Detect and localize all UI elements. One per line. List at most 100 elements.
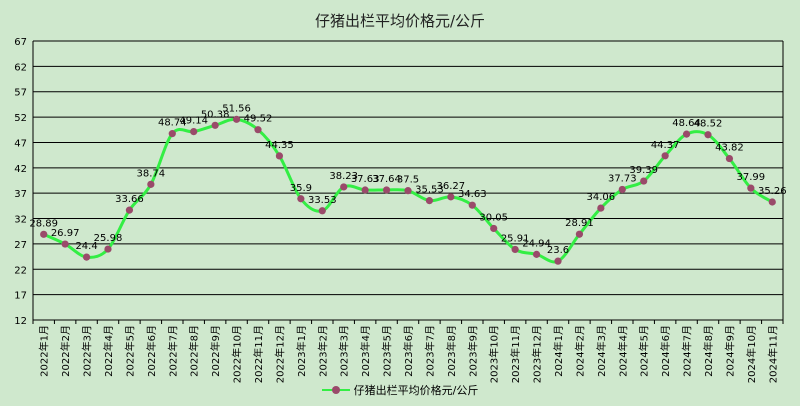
data-point: [232, 115, 241, 123]
data-point: [511, 245, 519, 254]
data-point: [382, 186, 391, 194]
x-tick-label: 2023年7月: [423, 325, 436, 377]
x-tick-label: 2022年2月: [59, 325, 72, 377]
data-label: 35.9: [290, 183, 312, 194]
data-point: [61, 240, 69, 248]
data-point: [318, 207, 326, 215]
y-tick-label: 12: [14, 316, 27, 327]
data-point: [190, 127, 198, 136]
x-tick-label: 2023年9月: [466, 325, 479, 377]
data-label: 25.98: [94, 233, 123, 244]
data-label: 35.26: [758, 186, 787, 197]
y-tick-label: 57: [14, 88, 27, 99]
data-label: 33.53: [308, 195, 337, 206]
x-tick-label: 2024年11月: [766, 325, 779, 383]
data-point: [532, 250, 541, 258]
data-point: [704, 131, 712, 139]
data-label: 34.06: [587, 192, 616, 203]
data-label: 37.73: [608, 173, 637, 184]
data-point: [768, 198, 776, 206]
x-tick-label: 2022年12月: [273, 325, 286, 383]
data-point: [425, 197, 434, 205]
x-tick-label: 2024年8月: [702, 325, 715, 377]
data-point: [404, 187, 412, 195]
data-point: [468, 201, 476, 209]
data-label: 44.35: [265, 140, 294, 151]
x-tick-label: 2023年8月: [445, 325, 458, 377]
x-tick-label: 2024年4月: [616, 325, 629, 377]
x-tick-label: 2022年4月: [102, 325, 115, 377]
data-label: 50.38: [201, 109, 230, 120]
x-tick-label: 2022年11月: [252, 325, 265, 383]
data-label: 48.74: [158, 118, 187, 129]
data-label: 26.97: [51, 228, 80, 239]
y-tick-label: 47: [14, 138, 27, 149]
data-point: [168, 130, 176, 138]
x-tick-label: 2024年2月: [573, 325, 586, 377]
data-label: 44.37: [651, 140, 680, 151]
data-label: 36.27: [437, 181, 466, 192]
data-point: [361, 186, 369, 194]
chart-title: 仔猪出栏平均价格元/公斤: [314, 12, 486, 30]
data-label: 51.56: [222, 103, 251, 114]
x-tick-label: 2024年6月: [659, 325, 672, 377]
y-tick-label: 62: [14, 62, 27, 73]
data-label: 28.91: [565, 218, 594, 229]
y-tick-label: 37: [14, 189, 27, 200]
x-tick-label: 2023年11月: [509, 325, 522, 383]
data-point: [275, 152, 284, 160]
data-label: 24.94: [522, 238, 551, 249]
data-label: 25.91: [501, 233, 530, 244]
data-point: [340, 183, 348, 191]
data-point: [575, 230, 584, 238]
x-tick-label: 2023年3月: [338, 325, 351, 377]
data-label: 37.99: [737, 172, 766, 183]
data-point: [40, 230, 48, 238]
x-tick-label: 2024年1月: [552, 325, 565, 377]
x-tick-label: 2023年1月: [295, 325, 308, 377]
x-tick-label: 2023年10月: [488, 325, 501, 383]
x-tick-label: 2022年9月: [209, 325, 222, 377]
data-label: 48.64: [672, 118, 701, 129]
x-tick-label: 2024年5月: [638, 325, 651, 377]
data-point: [125, 206, 134, 214]
x-tick-label: 2023年4月: [359, 325, 372, 377]
data-point: [104, 245, 112, 253]
data-label: 37.64: [372, 174, 401, 185]
y-tick-label: 52: [14, 113, 27, 124]
data-label: 34.63: [458, 189, 487, 200]
x-tick-label: 2022年7月: [166, 325, 179, 377]
x-tick-label: 2022年5月: [123, 325, 136, 377]
data-label: 37.63: [351, 174, 380, 185]
data-point: [682, 130, 691, 138]
data-label: 38.23: [329, 171, 358, 182]
data-point: [254, 126, 262, 134]
y-tick-label: 22: [14, 265, 27, 276]
data-label: 23.6: [547, 245, 569, 256]
data-point: [640, 177, 648, 185]
y-tick-label: 42: [14, 164, 27, 175]
data-point: [297, 195, 305, 203]
data-point: [747, 184, 755, 192]
data-label: 37.5: [397, 175, 419, 186]
data-label: 35.53: [415, 185, 444, 196]
data-point: [447, 193, 455, 201]
data-point: [597, 204, 605, 212]
data-label: 33.66: [115, 194, 144, 205]
x-tick-label: 2024年3月: [595, 325, 608, 377]
x-tick-label: 2023年2月: [316, 325, 329, 377]
x-tick-label: 2022年8月: [188, 325, 201, 377]
data-label: 49.14: [179, 116, 208, 127]
data-label: 48.52: [694, 119, 723, 130]
data-point: [490, 224, 498, 233]
data-point: [554, 257, 562, 265]
data-label: 28.89: [29, 218, 58, 229]
data-label: 43.82: [715, 143, 744, 154]
y-tick-label: 67: [14, 37, 27, 48]
data-point: [211, 121, 219, 129]
y-tick-label: 17: [14, 291, 27, 302]
legend-swatch-icon: [321, 384, 350, 396]
data-point: [147, 180, 155, 188]
